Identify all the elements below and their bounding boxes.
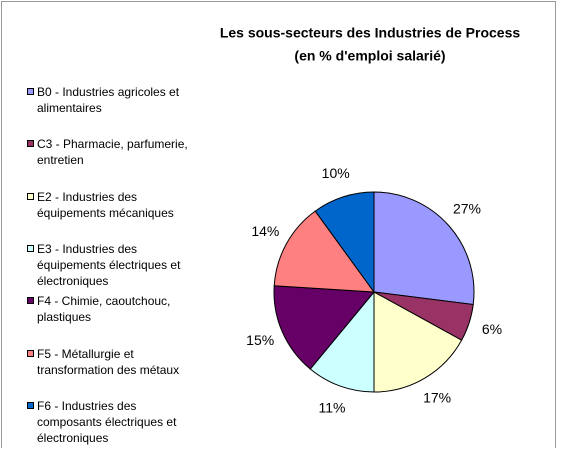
pie-slice [309, 290, 375, 393]
legend-label: B0 - Industries agricoles et alimentaire… [37, 85, 180, 115]
pie-slice [373, 291, 463, 393]
legend-swatch [27, 192, 34, 200]
data-label: 14% [251, 223, 279, 239]
pie-slice [273, 210, 376, 293]
data-label: 6% [482, 321, 502, 337]
data-label: 27% [453, 201, 481, 217]
legend-swatch [27, 88, 34, 95]
data-label: 17% [423, 389, 451, 405]
legend-swatch [27, 297, 34, 305]
chart-frame [1, 1, 556, 448]
data-label: 10% [322, 165, 350, 181]
chart-title: Les sous-secteurs des Industries de Proc… [220, 25, 521, 41]
legend-entry: B0 - Industries agricoles et alimentaire… [27, 84, 197, 116]
legend-entry: E2 - Industries des équipements mécaniqu… [27, 189, 197, 221]
legend-label: F5 - Métallurgie et transformation des m… [37, 346, 180, 377]
pie-slice [373, 191, 475, 306]
legend-entry: F6 - Industries des composants électriqu… [27, 398, 197, 446]
legend-label: E2 - Industries des équipements mécaniqu… [37, 189, 174, 220]
legend-entry: F5 - Métallurgie et transformation des m… [27, 346, 197, 378]
legend-swatch [27, 140, 34, 148]
legend-swatch [27, 244, 34, 252]
legend-entry: E3 - Industries des équipements électriq… [27, 241, 197, 289]
data-label: 11% [319, 399, 346, 415]
legend-label: F6 - Industries des composants électriqu… [37, 398, 177, 445]
legend-label: F4 - Chimie, caoutchouc, plastiques [37, 294, 171, 325]
legend-label: C3 - Pharmacie, parfumerie, entretien [37, 137, 188, 168]
chart-subtitle: (en % d'emploi salarié) [294, 48, 445, 64]
data-label: 15% [246, 332, 274, 348]
legend-swatch [27, 349, 34, 357]
legend-label: E3 - Industries des équipements électriq… [37, 241, 181, 288]
legend-entry: F4 - Chimie, caoutchouc, plastiques [27, 293, 197, 325]
legend-entry: C3 - Pharmacie, parfumerie, entretien [27, 136, 197, 168]
pie-slice [314, 191, 375, 294]
pie-slice [273, 285, 376, 370]
legend-swatch [27, 401, 34, 409]
